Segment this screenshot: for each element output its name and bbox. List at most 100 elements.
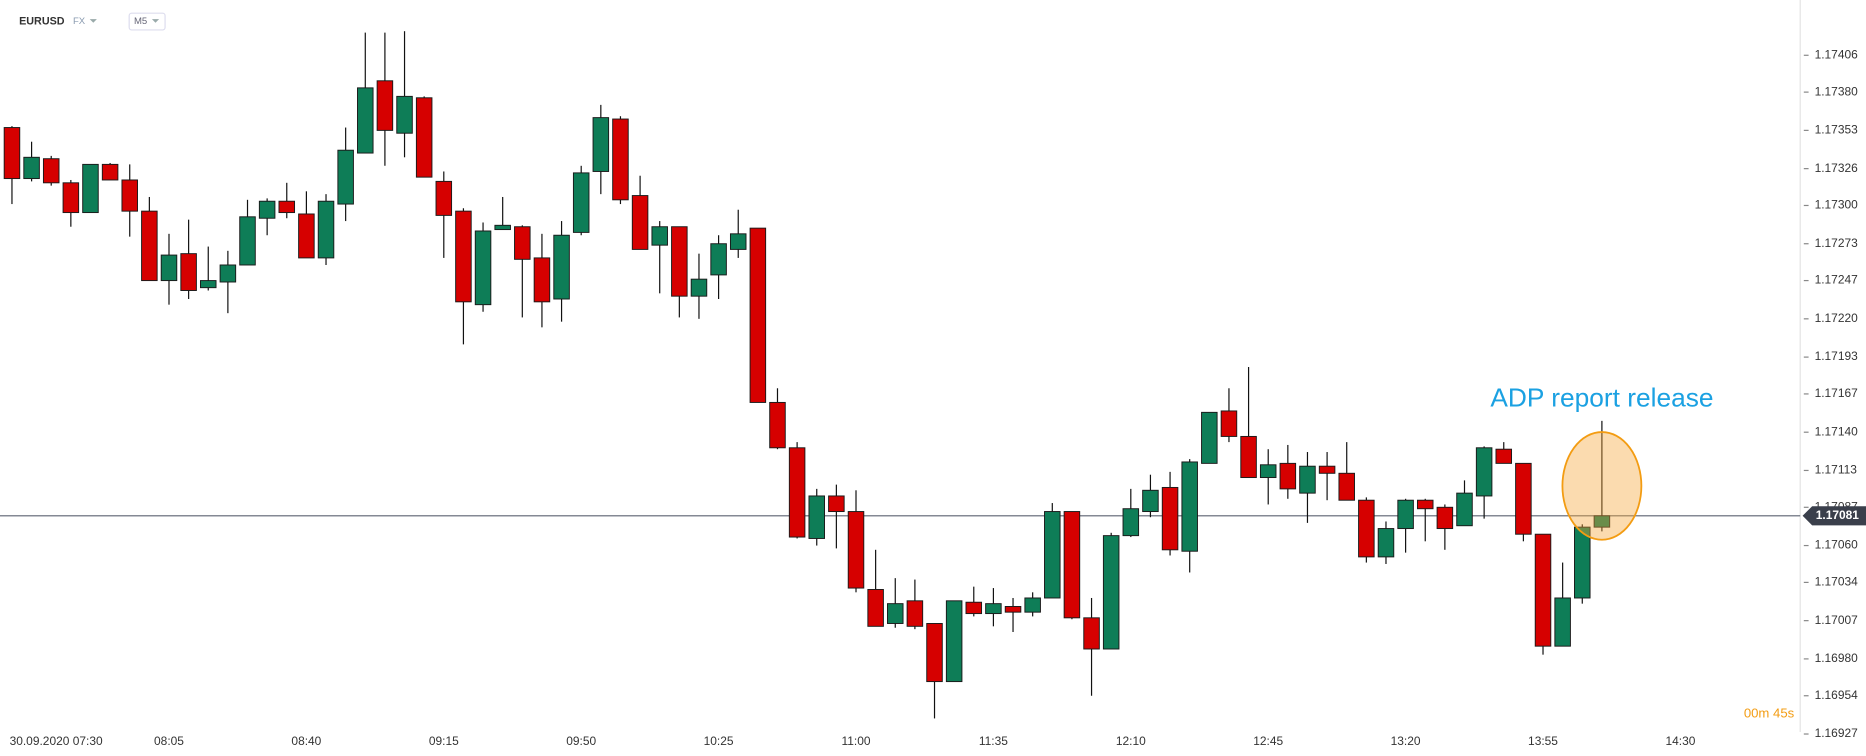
timeframe-box[interactable]: [128, 12, 166, 31]
candle-body: [1338, 472, 1355, 501]
y-tick-label: 1.17007: [1815, 613, 1859, 627]
candle-body: [1102, 535, 1120, 650]
x-tick-label: 09:15: [429, 734, 459, 748]
y-tick-label: 1.16927: [1815, 726, 1859, 740]
candle-body: [631, 195, 649, 250]
y-tick-label: 1.17060: [1815, 538, 1859, 552]
y-tick-label: 1.16980: [1815, 651, 1859, 665]
candle-body: [199, 280, 217, 289]
candle-body: [258, 200, 276, 219]
y-tick-label: 1.17273: [1815, 236, 1859, 250]
candle-body: [1220, 410, 1238, 437]
candle-body: [1063, 511, 1081, 619]
symbol[interactable]: EURUSD: [19, 15, 65, 27]
y-tick-label: 1.17326: [1815, 161, 1859, 175]
x-tick-label: 08:05: [154, 734, 184, 748]
y-tick-label: 1.17140: [1815, 424, 1859, 438]
y-tick-label: 1.17220: [1815, 311, 1859, 325]
candle-body: [1240, 435, 1257, 479]
y-tick-label: 1.17300: [1815, 198, 1859, 212]
candle-body: [985, 603, 1002, 615]
candle-body: [729, 233, 747, 250]
x-tick-label: 14:30: [1665, 734, 1695, 748]
candle-body: [180, 253, 197, 291]
candle-body: [1279, 462, 1297, 490]
candle-body: [278, 200, 296, 214]
x-tick-label: 10:25: [704, 734, 734, 748]
candle-body: [710, 243, 727, 276]
candle-body: [1554, 597, 1571, 647]
candle-body: [533, 257, 551, 303]
candle-body: [455, 210, 472, 303]
countdown: 00m 45s: [1744, 706, 1795, 721]
candle-body: [239, 216, 256, 266]
candle-body: [1515, 462, 1532, 535]
candle-body: [1201, 411, 1218, 464]
candle-body: [592, 117, 610, 172]
x-tick-label: 30.09.2020 07:30: [10, 734, 103, 748]
market: FX: [73, 16, 86, 27]
candle-body: [121, 179, 138, 212]
x-tick-label: 08:40: [291, 734, 321, 748]
candle-body: [1574, 526, 1591, 599]
y-tick-label: 1.17406: [1815, 47, 1859, 61]
candle-body: [926, 623, 943, 683]
candle-body: [1044, 511, 1061, 599]
candle-body: [62, 182, 80, 214]
candle-body: [572, 172, 590, 233]
candle-body: [435, 180, 453, 216]
candle-body: [1181, 461, 1198, 552]
candle-body: [1456, 492, 1473, 527]
candle-body: [82, 163, 99, 214]
candle-body: [769, 401, 786, 449]
candle-body: [317, 200, 335, 259]
candle-body: [788, 447, 806, 538]
candle-body: [101, 163, 119, 181]
candle-body: [141, 210, 158, 282]
candle-body: [219, 264, 237, 283]
candle-body: [1358, 499, 1375, 558]
y-tick-label: 1.17247: [1815, 273, 1859, 287]
candle-body: [1161, 486, 1179, 551]
candle-body: [415, 97, 433, 178]
timeframe[interactable]: M5: [134, 16, 147, 27]
candle-body: [474, 230, 492, 306]
candle-body: [906, 600, 924, 627]
annotation: ADP report release: [1490, 382, 1713, 412]
candle-body: [1004, 606, 1022, 613]
highlight-circle: [1561, 431, 1643, 541]
candle-body: [396, 95, 413, 134]
candle-body: [867, 589, 884, 627]
candle-body: [945, 600, 963, 683]
dropdown-caret[interactable]: [89, 19, 97, 23]
candle-body: [553, 234, 570, 300]
y-tick-label: 1.17353: [1815, 123, 1859, 137]
candle-body: [1416, 499, 1434, 510]
y-tick-label: 1.16954: [1815, 688, 1859, 702]
y-tick-label: 1.17380: [1815, 84, 1859, 98]
candle-body: [749, 227, 767, 403]
candle-body: [1024, 597, 1041, 613]
x-tick-label: 11:35: [979, 734, 1008, 748]
y-tick-label: 1.17193: [1815, 349, 1859, 363]
candle-body: [690, 278, 708, 297]
x-tick-label: 11:00: [841, 734, 870, 748]
x-tick-label: 12:45: [1253, 734, 1283, 748]
candle-body: [1083, 617, 1100, 650]
x-tick-label: 13:55: [1528, 734, 1558, 748]
candle-body: [160, 254, 178, 282]
last-price-tag: [1802, 506, 1866, 526]
y-tick-label: 1.17167: [1815, 386, 1859, 400]
dropdown-caret[interactable]: [151, 19, 160, 23]
candle-body: [3, 127, 21, 180]
candle-body: [357, 87, 374, 154]
candle-body: [494, 224, 511, 231]
last-price-label: 1.17081: [1816, 508, 1860, 522]
candle-body: [965, 601, 983, 615]
candle-body: [42, 158, 60, 184]
candle-body: [671, 226, 688, 297]
x-tick-label: 09:50: [566, 734, 596, 748]
candle-body: [847, 511, 865, 589]
candle-body: [808, 495, 825, 539]
